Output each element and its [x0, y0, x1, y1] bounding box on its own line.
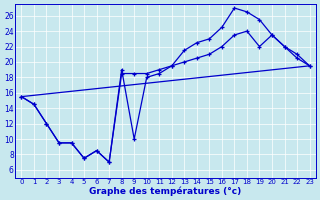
X-axis label: Graphe des températures (°c): Graphe des températures (°c) [89, 186, 242, 196]
